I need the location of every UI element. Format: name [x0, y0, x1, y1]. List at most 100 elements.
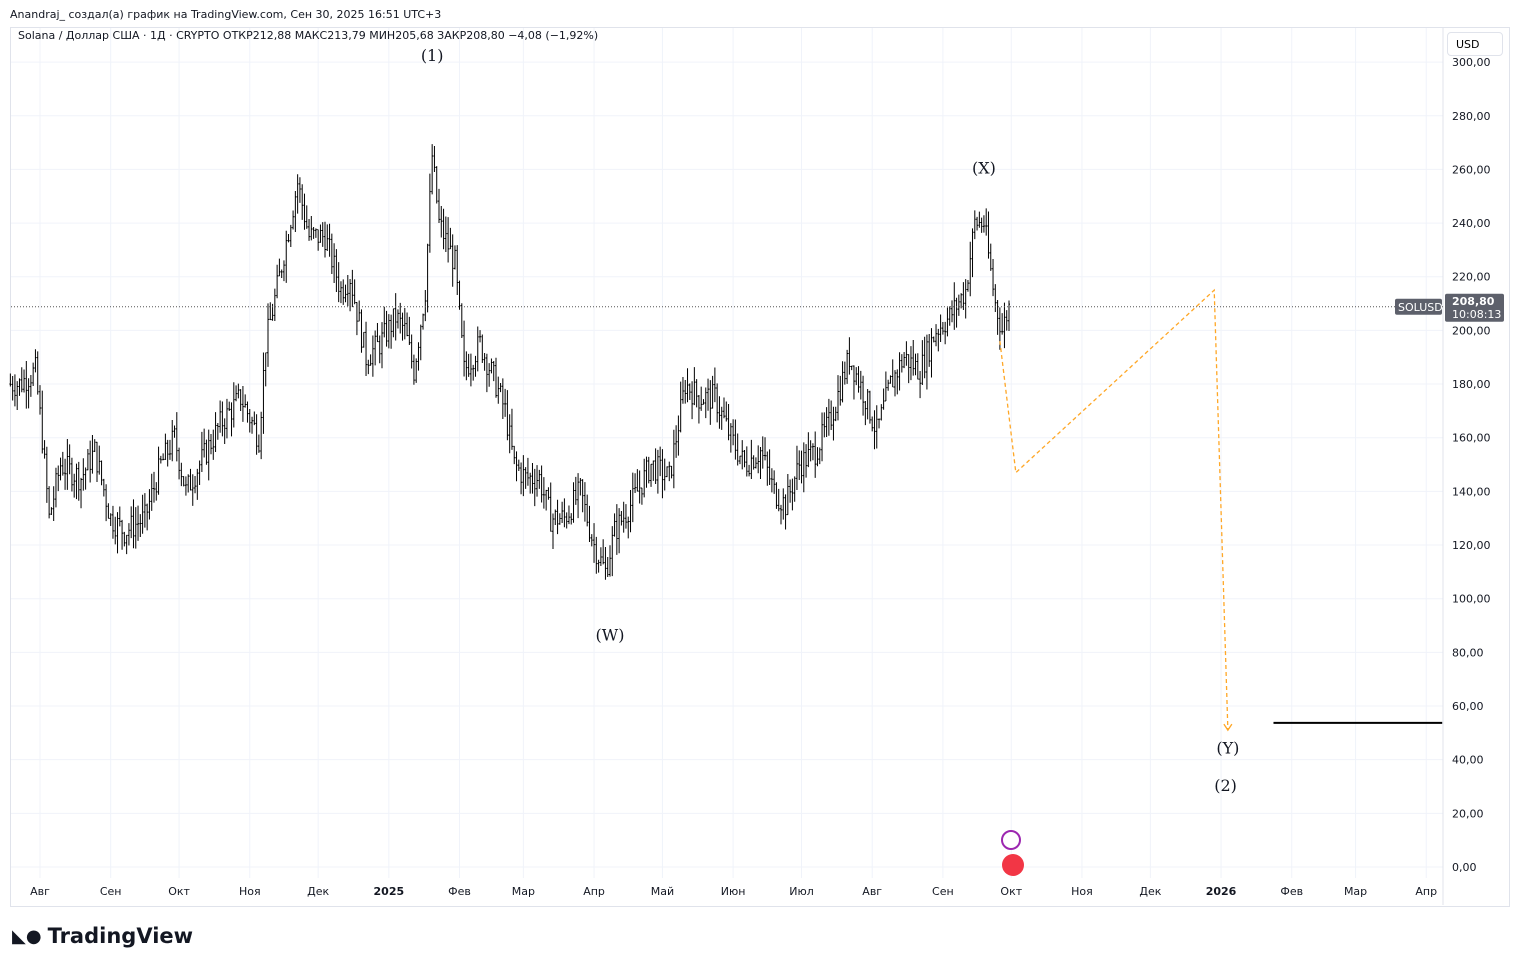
ohlc-bar — [59, 457, 62, 481]
ohlc-bar — [878, 418, 881, 429]
x-tick-label: 2025 — [374, 885, 405, 898]
ohlc-bar — [894, 370, 896, 397]
ohlc-bar — [695, 379, 698, 408]
ohlc-bar — [939, 314, 942, 343]
ohlc-bar — [367, 359, 370, 375]
ohlc-bar — [638, 470, 641, 504]
ohlc-bar — [29, 374, 32, 397]
ohlc-bar — [862, 375, 865, 416]
ohlc-bar — [43, 440, 46, 459]
ohlc-bar — [966, 279, 969, 292]
ohlc-bar — [342, 279, 345, 305]
ohlc-bar — [18, 378, 21, 396]
ohlc-bar — [659, 446, 662, 477]
ohlc-bar — [419, 324, 422, 361]
ohlc-bar — [235, 385, 238, 402]
ohlc-bar — [944, 321, 947, 345]
ohlc-bar — [303, 193, 306, 230]
ohlc-bar — [394, 293, 397, 341]
ohlc-bar — [225, 398, 228, 439]
ohlc-bar — [960, 293, 963, 309]
ohlc-bar — [337, 262, 340, 303]
ohlc-bar — [139, 514, 142, 537]
ohlc-bar — [501, 378, 504, 419]
ohlc-bar — [789, 479, 792, 503]
ohlc-bar — [141, 494, 144, 534]
ohlc-bar — [481, 334, 484, 364]
ohlc-bar — [191, 474, 194, 506]
ohlc-bar — [314, 228, 317, 238]
ohlc-bar — [34, 349, 37, 373]
tradingview-logo[interactable]: ◣● TradingView — [12, 924, 193, 948]
ohlc-bar — [344, 284, 347, 303]
ohlc-bar — [433, 145, 436, 173]
ohlc-bar — [387, 314, 390, 349]
ohlc-bar — [556, 499, 559, 535]
ohlc-bar — [328, 223, 331, 257]
ohlc-bar — [830, 400, 833, 431]
ohlc-bar — [754, 457, 757, 469]
ohlc-bar — [173, 425, 176, 438]
ohlc-bar — [802, 442, 805, 493]
ohlc-bar — [490, 358, 493, 374]
ohlc-bar — [618, 508, 621, 554]
ohlc-bar — [248, 409, 251, 433]
ohlc-bar — [401, 312, 404, 341]
ohlc-bar — [748, 464, 751, 477]
ohlc-bar — [962, 282, 965, 310]
ohlc-bar — [241, 385, 244, 422]
symbol-tag — [1395, 298, 1442, 315]
ohlc-bar — [773, 470, 776, 494]
ohlc-bar — [82, 458, 85, 491]
ohlc-bar — [45, 446, 48, 503]
ohlc-bar — [732, 419, 735, 446]
ohlc-bar — [545, 489, 548, 511]
ohlc-bar — [570, 513, 573, 525]
ohlc-bar — [994, 284, 997, 312]
ohlc-bar — [148, 489, 151, 520]
y-tick-label: 180,00 — [1452, 378, 1491, 391]
ohlc-bar — [157, 446, 160, 495]
ohlc-bar — [447, 217, 450, 263]
ohlc-bar — [896, 369, 899, 395]
ohlc-bar — [171, 420, 174, 462]
ohlc-bar — [978, 211, 981, 228]
ohlc-bar — [716, 383, 719, 423]
ohlc-bar — [392, 308, 395, 338]
ohlc-bar — [324, 221, 326, 258]
ohlc-bar — [100, 460, 103, 486]
ohlc-bar — [675, 425, 678, 458]
currency-button[interactable]: USD — [1447, 32, 1503, 56]
ohlc-bar — [989, 243, 992, 271]
ohlc-bar — [536, 465, 539, 497]
x-tick-label: Июл — [789, 885, 814, 898]
ohlc-bar — [866, 388, 869, 420]
ohlc-bar — [230, 402, 233, 437]
ohlc-bar — [27, 378, 30, 409]
ohlc-bar — [973, 210, 976, 240]
y-tick-label: 240,00 — [1452, 217, 1491, 230]
ohlc-bar — [565, 512, 568, 529]
ohlc-bar — [116, 512, 119, 554]
ohlc-bar — [415, 358, 418, 383]
ohlc-bar — [253, 411, 256, 426]
y-tick-label: 200,00 — [1452, 324, 1491, 337]
ohlc-bar — [581, 479, 584, 513]
ohlc-bar — [410, 334, 413, 369]
ohlc-bar — [431, 144, 434, 195]
ohlc-bar — [155, 482, 158, 501]
ohlc-bar — [123, 531, 126, 547]
ohlc-bar — [855, 367, 858, 386]
ohlc-bar — [941, 321, 944, 335]
ohlc-bar — [627, 516, 630, 539]
y-tick-label: 120,00 — [1452, 539, 1491, 552]
ohlc-bar — [951, 300, 953, 323]
y-tick-label: 100,00 — [1452, 593, 1491, 606]
ohlc-bar — [278, 258, 281, 277]
ohlc-bar — [764, 437, 767, 461]
ohlc-bar — [273, 288, 276, 321]
ohlc-bar — [11, 375, 14, 401]
ohlc-bar — [469, 353, 472, 387]
ohlc-bar — [105, 484, 108, 522]
